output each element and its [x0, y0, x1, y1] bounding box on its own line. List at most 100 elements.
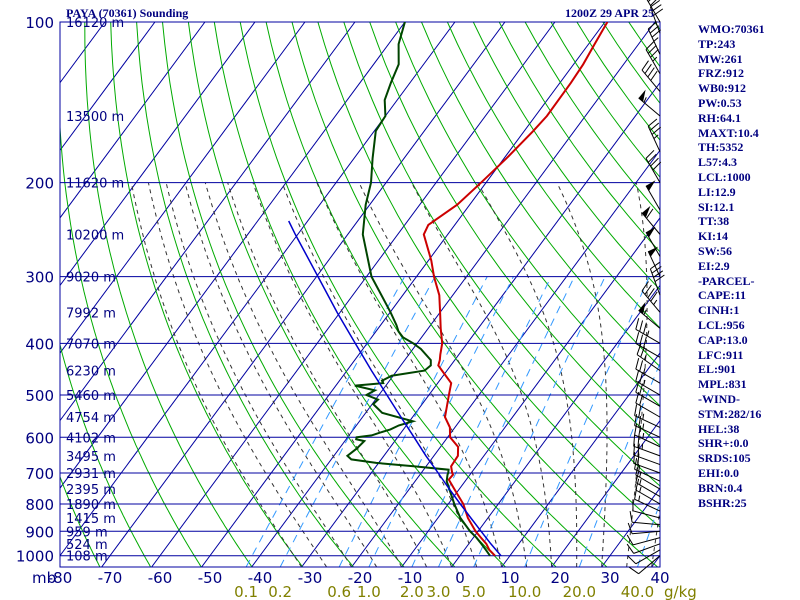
pressure-tick-label: 1000: [16, 548, 54, 566]
index-entry: CINH:1: [698, 303, 740, 318]
isotherm-line: [451, 284, 660, 567]
wind-barb-half: [639, 479, 642, 486]
temperature-tick-label: -30: [298, 569, 323, 587]
wind-barb-full: [635, 357, 640, 370]
index-entry: -PARCEL-: [698, 273, 755, 288]
wind-barb-staff: [645, 158, 661, 183]
isotherm-line: [301, 81, 660, 567]
wind-barb-full: [650, 157, 659, 167]
isotherm-line: [60, 22, 456, 557]
pressure-tick-label: 600: [25, 429, 54, 447]
height-label: 1890 m: [66, 498, 116, 513]
mixing-ratio-label: 40.0: [621, 583, 654, 600]
pressure-tick-label: 700: [25, 465, 54, 483]
wind-barb-flag: [646, 226, 656, 238]
mixing-ratio-label: 0.1: [234, 583, 258, 600]
index-entry: -WIND-: [698, 391, 740, 406]
wind-barb-full: [635, 478, 640, 491]
dry-adiabat-line: [60, 342, 152, 567]
wind-barb-full: [634, 404, 638, 416]
wind-barb-full: [637, 453, 640, 466]
moist-adiabat-line: [651, 506, 660, 567]
dry-adiabat-line: [446, 22, 660, 329]
wind-barb-full: [635, 369, 640, 382]
wind-barb-full: [628, 566, 639, 575]
wind-barb-flag: [638, 89, 646, 102]
temperature-tick-label: -60: [148, 569, 173, 587]
index-entry: STM:282/16: [698, 406, 762, 421]
wind-barb-half: [643, 97, 647, 103]
index-entry: RH:64.1: [698, 110, 741, 125]
mixing-ratio-line: [411, 276, 552, 567]
wind-barb-staff: [647, 126, 661, 152]
index-entry: KI:14: [698, 229, 728, 244]
height-label: 524 m: [66, 538, 108, 553]
wind-barb-flag: [646, 180, 656, 191]
mixing-ratio-line: [438, 276, 575, 567]
wind-barbs: [626, 0, 665, 575]
temperature-tick-label: 10: [500, 569, 519, 587]
temperature-trace: [422, 22, 609, 557]
wind-barb-half: [643, 354, 647, 360]
wind-barb-staff: [647, 28, 661, 55]
temperature-tick-label: -80: [48, 569, 73, 587]
wind-barb-staff: [635, 342, 661, 358]
wind-barb-full: [633, 443, 636, 456]
wind-barb-staff: [636, 354, 661, 372]
wind-barb-full: [647, 21, 658, 30]
wind-barb-full: [639, 383, 644, 395]
isotherm-line: [60, 22, 356, 422]
wind-barb-half: [643, 309, 647, 316]
height-label: 1415 m: [66, 512, 116, 527]
dry-adiabat-line: [110, 22, 304, 567]
pressure-unit-label: mb: [32, 569, 56, 587]
mixing-ratio-label: 0.2: [268, 583, 292, 600]
index-entry: TT:38: [698, 214, 730, 229]
height-label: 2395 m: [66, 483, 116, 498]
wind-barb-full: [626, 534, 634, 546]
mixing-ratio-line: [578, 362, 660, 567]
wind-barb-flag: [642, 205, 651, 218]
pressure-tick-label: 800: [25, 496, 54, 514]
temperature-tick-label: 0: [455, 569, 465, 587]
temperature-tick-label: 40: [650, 569, 669, 587]
wind-barb-staff: [641, 69, 661, 92]
isotherm-line: [151, 22, 556, 567]
height-label: 11620 m: [66, 177, 124, 192]
wind-barb-staff: [645, 231, 661, 257]
wind-barb-full: [646, 208, 654, 219]
wind-barb-half: [642, 423, 645, 430]
wind-barb-full: [637, 445, 640, 457]
index-entry: EHI:0.0: [698, 465, 740, 480]
temperature-tick-label: -20: [348, 569, 373, 587]
isotherm-line: [501, 352, 660, 567]
dry-adiabat-line: [498, 22, 660, 253]
isotherm-line: [60, 22, 306, 354]
index-entry: CAPE:11: [698, 288, 746, 303]
height-label: 7070 m: [66, 337, 116, 352]
mixing-ratio-label: 1.0: [357, 583, 381, 600]
mixing-ratio-label: 10.0: [508, 583, 541, 600]
dry-adiabat-line: [343, 22, 660, 487]
mixing-ratio-line: [524, 276, 650, 567]
wind-barb-staff: [635, 489, 661, 505]
wind-barb-full: [629, 511, 633, 523]
temperature-tick-label: 30: [600, 569, 619, 587]
wind-barb-half: [638, 495, 641, 502]
wind-barb-full: [645, 149, 655, 159]
isotherm-line: [60, 22, 206, 219]
index-entry: SW:56: [698, 243, 733, 258]
wind-barb-full: [650, 291, 658, 302]
moist-adiabat-line: [252, 182, 453, 567]
isotherm-line: [60, 22, 406, 489]
index-entry: TH:5352: [698, 140, 744, 155]
isotherm-line: [401, 217, 660, 567]
dewpoint-trace: [345, 22, 491, 557]
wind-barb-staff: [632, 537, 661, 546]
wind-barb-full: [635, 463, 640, 476]
wind-barb-staff: [641, 212, 661, 235]
dry-adiabat-line: [187, 22, 456, 567]
pressure-tick-label: 300: [25, 269, 54, 287]
wind-barb-half: [643, 367, 646, 374]
wind-barb-full: [639, 372, 644, 384]
